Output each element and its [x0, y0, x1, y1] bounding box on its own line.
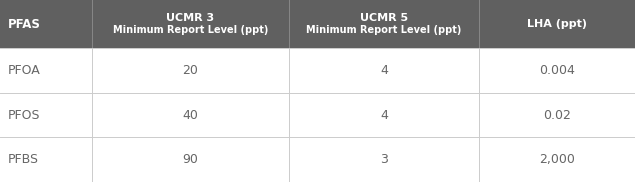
Text: 90: 90: [183, 153, 198, 166]
Text: Minimum Report Level (ppt): Minimum Report Level (ppt): [113, 25, 268, 35]
Bar: [0, 93, 635, 137]
Text: PFOS: PFOS: [8, 109, 40, 122]
Text: Minimum Report Level (ppt): Minimum Report Level (ppt): [307, 25, 462, 35]
Bar: [0, 137, 635, 182]
Text: 3: 3: [380, 153, 388, 166]
Text: 0.02: 0.02: [544, 109, 571, 122]
Text: 0.004: 0.004: [539, 64, 575, 77]
Text: 4: 4: [380, 64, 388, 77]
Text: LHA (ppt): LHA (ppt): [527, 19, 587, 29]
Text: PFOA: PFOA: [8, 64, 41, 77]
Text: UCMR 5: UCMR 5: [360, 13, 408, 23]
Text: 2,000: 2,000: [539, 153, 575, 166]
Bar: [0, 0, 635, 48]
Text: PFAS: PFAS: [8, 18, 41, 31]
Text: 4: 4: [380, 109, 388, 122]
Text: 20: 20: [183, 64, 198, 77]
Bar: [0, 48, 635, 93]
Text: UCMR 3: UCMR 3: [166, 13, 215, 23]
Text: 40: 40: [183, 109, 198, 122]
Text: PFBS: PFBS: [8, 153, 39, 166]
